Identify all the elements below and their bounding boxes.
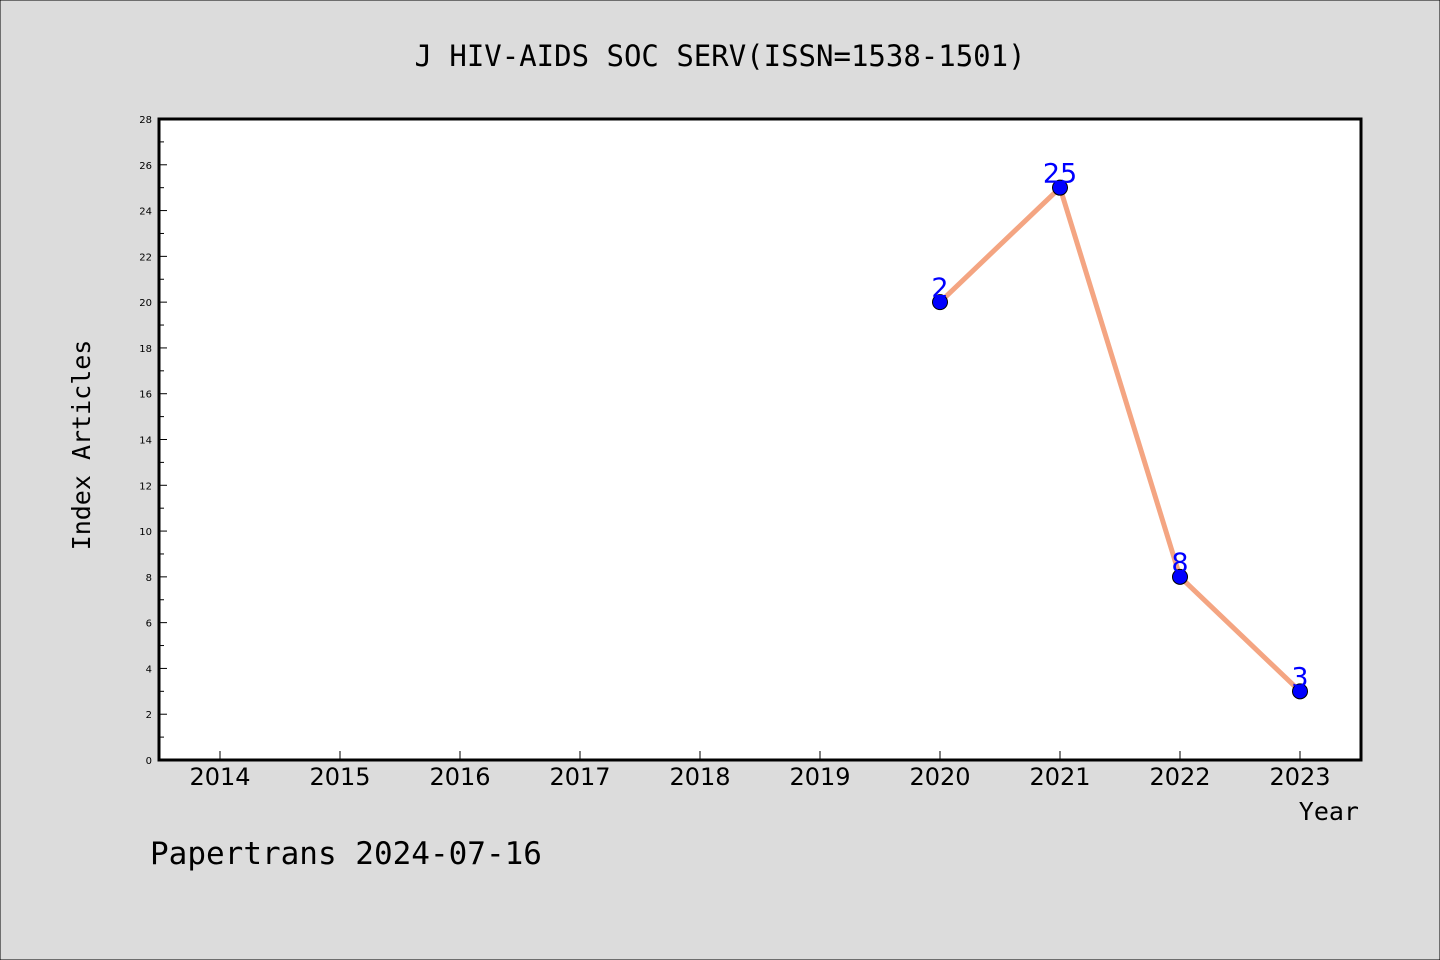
x-axis-ticks: 2014 2015 2016 2017 2018 2019 2020 2021 2022 2023 xyxy=(189,751,1331,791)
data-label: 2 xyxy=(931,273,948,304)
y-tick-label: 24 xyxy=(139,207,152,218)
data-points: 2 25 8 3 xyxy=(931,159,1309,700)
y-tick-label: 18 xyxy=(139,344,152,355)
y-tick-label: 0 xyxy=(146,756,152,767)
data-label: 25 xyxy=(1043,159,1077,190)
y-tick-label: 10 xyxy=(139,527,152,538)
y-tick-label: 26 xyxy=(139,161,152,172)
y-tick-label: 20 xyxy=(139,298,152,309)
x-axis-label: Year xyxy=(1299,797,1359,826)
x-tick-label: 2021 xyxy=(1029,763,1090,791)
data-point-marker xyxy=(1052,179,1068,196)
y-tick-label: 4 xyxy=(146,664,152,675)
chart-title: J HIV-AIDS SOC SERV(ISSN=1538-1501) xyxy=(414,39,1025,73)
y-tick-label: 2 xyxy=(146,710,152,721)
x-tick-label: 2020 xyxy=(909,763,970,791)
x-tick-label: 2022 xyxy=(1149,763,1210,791)
data-point-marker xyxy=(1172,568,1188,585)
plot-area xyxy=(159,119,1361,760)
y-tick-label: 12 xyxy=(139,481,152,492)
y-tick-label: 22 xyxy=(139,252,152,263)
x-tick-label: 2017 xyxy=(549,763,610,791)
x-tick-label: 2014 xyxy=(189,763,250,791)
data-point-marker xyxy=(1292,683,1308,700)
data-point-marker xyxy=(932,294,948,311)
data-label: 3 xyxy=(1291,662,1308,693)
plot-frame xyxy=(157,117,1363,762)
y-tick-label: 8 xyxy=(146,573,152,584)
y-axis-label: Index Articles xyxy=(67,340,96,551)
footer-text: Papertrans 2024-07-16 xyxy=(150,836,542,872)
y-tick-label: 14 xyxy=(139,436,152,447)
x-tick-label: 2023 xyxy=(1269,763,1330,791)
x-tick-label: 2018 xyxy=(669,763,730,791)
x-tick-label: 2015 xyxy=(309,763,370,791)
y-tick-label: 16 xyxy=(139,390,152,401)
y-tick-label: 28 xyxy=(139,115,152,126)
data-label: 8 xyxy=(1171,548,1188,579)
y-tick-label: 6 xyxy=(146,619,152,630)
series-line-group xyxy=(937,185,1303,694)
x-tick-label: 2016 xyxy=(429,763,490,791)
x-tick-label: 2019 xyxy=(789,763,850,791)
series-line xyxy=(937,185,1303,694)
